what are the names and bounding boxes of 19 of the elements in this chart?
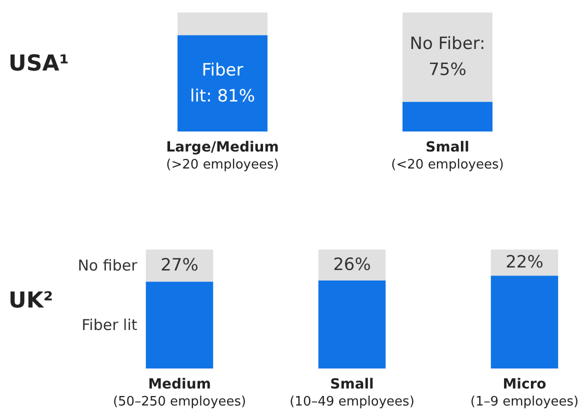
data-label: 22%: [506, 252, 544, 273]
x-tick-label: Small (10–49 employees): [290, 376, 414, 410]
bar: [490, 276, 558, 368]
data-label: 27%: [160, 256, 198, 276]
series-label: No fiber: [78, 256, 138, 275]
bar: [318, 280, 386, 368]
text: UK²: [8, 288, 54, 314]
data-label: Fiber lit: 81%: [190, 60, 256, 106]
data-label: No Fiber: 75%: [410, 34, 486, 80]
x-tick-label: Medium (50–250 employees): [112, 376, 246, 410]
series-label: Fiber lit: [82, 316, 138, 334]
data-label: 26%: [333, 254, 371, 275]
bar: [146, 282, 214, 368]
x-tick-label: Large/Medium (>20 employees): [166, 140, 279, 172]
x-tick-label: Micro (1–9 employees): [470, 376, 579, 410]
text: USA¹: [8, 52, 69, 76]
bar: [146, 250, 214, 282]
bar: [318, 250, 386, 280]
x-tick-label: Small (<20 employees): [391, 140, 504, 172]
